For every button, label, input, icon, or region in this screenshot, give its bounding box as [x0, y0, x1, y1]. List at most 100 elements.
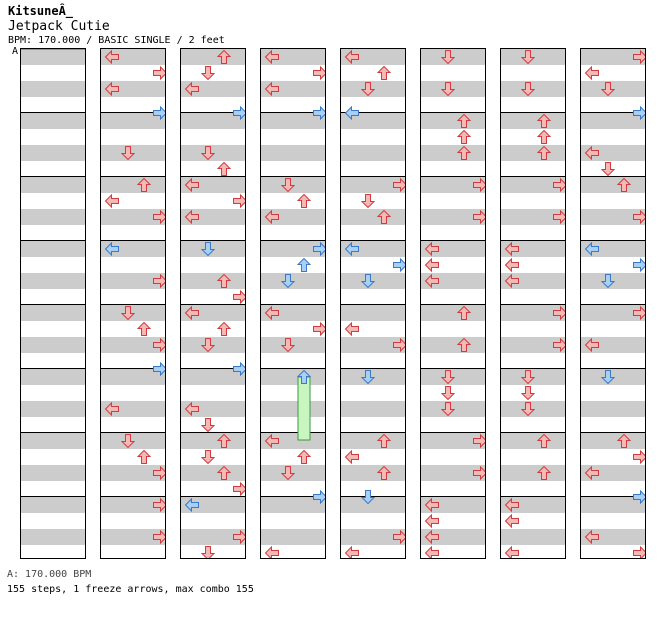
beat-stripe — [421, 529, 485, 545]
measure-line — [181, 432, 245, 433]
measure-line — [581, 176, 645, 177]
arrow-left-icon — [424, 241, 440, 257]
beat-stripe — [21, 209, 85, 225]
measure-line — [181, 240, 245, 241]
beat-stripe — [261, 209, 325, 225]
beat-stripe — [421, 433, 485, 449]
beat-stripe — [261, 369, 325, 385]
measure-line — [341, 112, 405, 113]
chart-stats: 155 steps, 1 freeze arrows, max combo 15… — [7, 584, 254, 595]
measure-line — [21, 240, 85, 241]
arrow-right-icon — [232, 529, 245, 545]
arrow-right-icon — [552, 177, 565, 193]
beat-stripe — [21, 497, 85, 513]
arrow-up-icon — [456, 113, 472, 129]
arrow-right-icon — [312, 241, 325, 257]
arrow-down-icon — [360, 369, 376, 385]
beat-stripe — [181, 113, 245, 129]
arrow-up-icon — [296, 193, 312, 209]
measure-line — [421, 112, 485, 113]
beat-stripe — [581, 241, 645, 257]
beat-stripe — [21, 177, 85, 193]
beat-stripe — [21, 145, 85, 161]
arrow-down-icon — [120, 433, 136, 449]
measure-line — [21, 112, 85, 113]
measure-line — [261, 432, 325, 433]
beat-stripe — [181, 177, 245, 193]
beat-stripe — [21, 113, 85, 129]
measure-line — [341, 496, 405, 497]
beat-stripe — [101, 337, 165, 353]
beat-stripe — [581, 465, 645, 481]
measure-line — [581, 432, 645, 433]
arrow-down-icon — [280, 273, 296, 289]
beat-stripe — [101, 113, 165, 129]
chart-info: BPM: 170.000 / BASIC SINGLE / 2 feet — [8, 35, 225, 46]
measure-line — [341, 304, 405, 305]
measure-line — [341, 432, 405, 433]
arrow-down-icon — [440, 81, 456, 97]
beat-stripe — [501, 241, 565, 257]
arrow-left-icon — [504, 513, 520, 529]
arrow-right-icon — [552, 337, 565, 353]
arrow-up-icon — [376, 65, 392, 81]
arrow-left-icon — [184, 177, 200, 193]
arrow-down-icon — [520, 81, 536, 97]
arrow-down-icon — [200, 337, 216, 353]
beat-stripe — [101, 401, 165, 417]
arrow-left-icon — [584, 465, 600, 481]
beat-stripe — [581, 305, 645, 321]
arrow-right-icon — [312, 489, 325, 505]
arrow-down-icon — [200, 145, 216, 161]
arrow-right-icon — [632, 449, 645, 465]
beat-stripe — [181, 369, 245, 385]
measure-line — [181, 112, 245, 113]
chart-column — [420, 48, 486, 559]
arrow-down-icon — [200, 545, 216, 558]
chart-column — [180, 48, 246, 559]
measure-line — [101, 496, 165, 497]
arrow-down-icon — [360, 273, 376, 289]
arrow-left-icon — [504, 545, 520, 558]
beat-stripe — [341, 433, 405, 449]
measure-line — [101, 112, 165, 113]
measure-line — [341, 176, 405, 177]
arrow-down-icon — [360, 193, 376, 209]
beat-stripe — [501, 529, 565, 545]
arrow-left-icon — [424, 513, 440, 529]
measure-line — [341, 368, 405, 369]
arrow-down-icon — [600, 81, 616, 97]
arrow-down-icon — [440, 385, 456, 401]
arrow-left-icon — [344, 241, 360, 257]
arrow-left-icon — [584, 65, 600, 81]
arrow-up-icon — [536, 433, 552, 449]
beat-stripe — [101, 49, 165, 65]
beat-stripe — [261, 145, 325, 161]
arrow-right-icon — [152, 65, 165, 81]
arrow-down-icon — [520, 49, 536, 65]
arrow-right-icon — [552, 305, 565, 321]
arrow-right-icon — [552, 209, 565, 225]
measure-line — [421, 496, 485, 497]
measure-line — [581, 112, 645, 113]
beat-stripe — [181, 497, 245, 513]
beat-stripe — [101, 209, 165, 225]
beat-stripe — [501, 209, 565, 225]
arrow-down-icon — [600, 161, 616, 177]
measure-line — [581, 496, 645, 497]
arrow-up-icon — [616, 177, 632, 193]
artist-name: KitsuneÂ_ — [8, 4, 74, 18]
arrow-left-icon — [424, 273, 440, 289]
beat-stripe — [181, 209, 245, 225]
arrow-left-icon — [104, 193, 120, 209]
measure-line — [101, 432, 165, 433]
arrow-right-icon — [152, 337, 165, 353]
arrow-right-icon — [152, 465, 165, 481]
arrow-right-icon — [152, 529, 165, 545]
arrow-left-icon — [504, 257, 520, 273]
arrow-left-icon — [184, 305, 200, 321]
arrow-left-icon — [264, 49, 280, 65]
beat-stripe — [261, 113, 325, 129]
beat-stripe — [341, 401, 405, 417]
measure-line — [581, 240, 645, 241]
